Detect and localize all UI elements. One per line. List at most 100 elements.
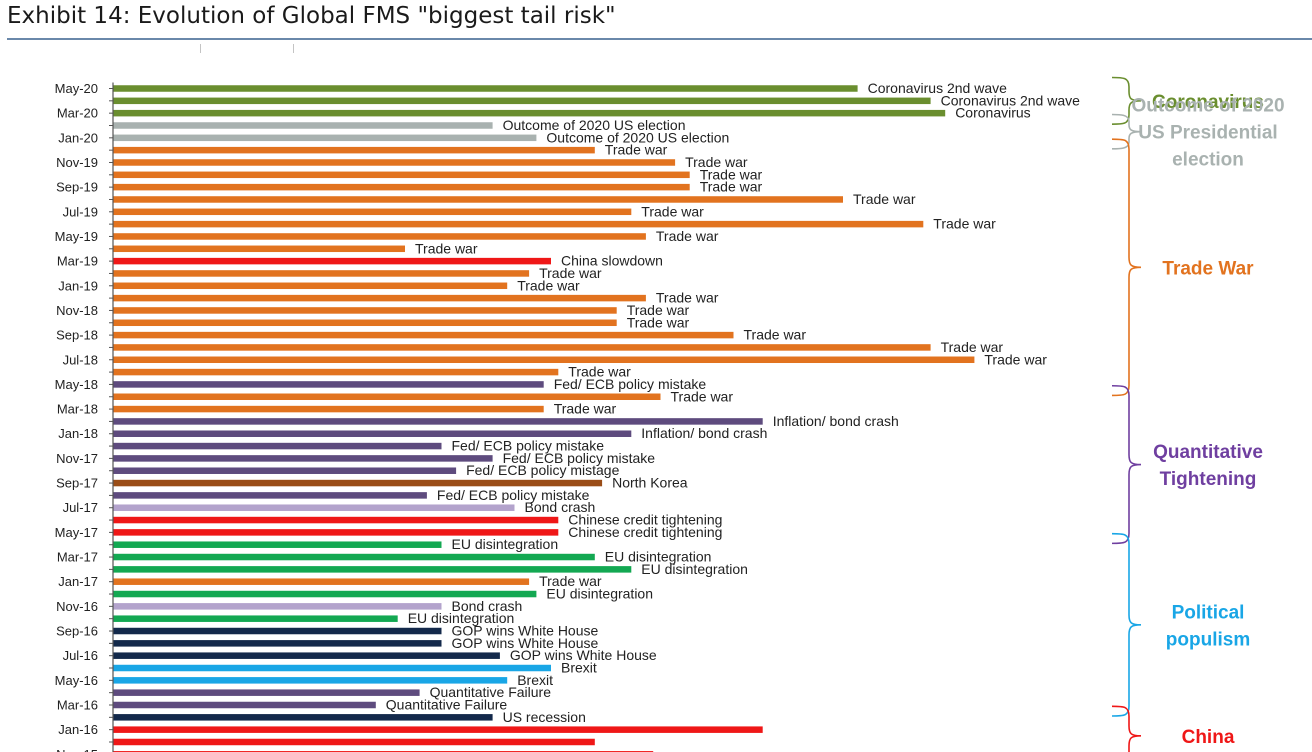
bar <box>113 590 537 598</box>
bar-label: US recession <box>503 709 586 725</box>
bar <box>113 356 975 364</box>
y-tick-label: Mar-19 <box>57 254 98 269</box>
bar <box>113 208 632 216</box>
legend-label: populism <box>1166 629 1250 650</box>
bar <box>113 603 442 610</box>
bar-label: Trade war <box>568 364 631 380</box>
y-tick-label: May-17 <box>55 525 98 540</box>
bar <box>113 652 500 659</box>
bar-label: Trade war <box>700 179 763 195</box>
bar <box>113 479 603 487</box>
bar-label: Trade war <box>744 327 807 343</box>
bar-label: Trade war <box>984 351 1047 367</box>
bar <box>113 183 690 191</box>
y-tick-label: May-20 <box>55 81 98 96</box>
legend-bracket <box>1111 76 1142 125</box>
bar-label: EU disintegration <box>452 536 559 552</box>
bar-label: Trade war <box>539 265 602 281</box>
bar-label: Trade war <box>415 240 478 256</box>
legend-label: Trade War <box>1162 258 1254 279</box>
bar-label: Inflation/ bond crash <box>773 413 899 429</box>
y-tick-label: Sep-17 <box>56 476 98 491</box>
bar <box>113 381 544 388</box>
bar <box>113 122 493 129</box>
y-tick-label: Nov-17 <box>56 451 98 466</box>
bar <box>113 307 617 314</box>
y-tick-label: Sep-18 <box>56 328 98 343</box>
y-tick-label: May-19 <box>55 229 98 244</box>
bar-label: Trade war <box>933 216 996 232</box>
bar <box>113 677 508 684</box>
bar-label: Fed/ ECB policy mistage <box>466 462 619 478</box>
bar <box>113 270 530 277</box>
bar-label: Trade war <box>671 388 734 404</box>
bar <box>113 726 763 733</box>
bar <box>113 109 946 117</box>
bar-label: Trade war <box>853 191 916 207</box>
bar-label: Bond crash <box>452 598 523 614</box>
bar <box>113 430 632 437</box>
y-tick-label: Nov-19 <box>56 155 98 170</box>
y-tick-label: Jan-17 <box>58 574 98 589</box>
legend-bracket <box>1111 532 1142 717</box>
bar-label: EU disintegration <box>605 549 712 565</box>
legend-label: Outcome of 2020 <box>1131 96 1284 117</box>
bar-label: GOP wins White House <box>452 623 599 639</box>
bar-label: Fed/ ECB policy mistake <box>437 487 590 503</box>
bar-label: Quantitative Failure <box>386 697 508 713</box>
bar-label: Trade war <box>700 166 763 182</box>
bar-label: Trade war <box>605 142 668 158</box>
bar-label: Coronavirus 2nd wave <box>868 80 1008 96</box>
bar-label: Fed/ ECB policy mistake <box>452 438 605 454</box>
y-tick-label: Jul-16 <box>63 648 98 663</box>
bar <box>113 220 924 228</box>
bar <box>113 455 493 462</box>
bar <box>113 282 508 290</box>
y-tick-label: Jan-19 <box>58 278 98 293</box>
bar-label: North Korea <box>612 475 688 491</box>
bar-label: Brexit <box>561 660 597 676</box>
bar <box>113 516 559 524</box>
y-tick-label: Jan-18 <box>58 426 98 441</box>
legend-bracket <box>1111 705 1142 752</box>
bar-label: Trade war <box>517 277 580 293</box>
y-tick-label: Nov-15 <box>56 747 98 752</box>
bar-label: EU disintegration <box>408 610 515 626</box>
y-tick-label: Mar-18 <box>57 402 98 417</box>
y-tick-label: Jan-16 <box>58 722 98 737</box>
y-tick-label: Nov-18 <box>56 303 98 318</box>
bar <box>113 664 551 672</box>
bar-label: Chinese credit tightening <box>568 524 722 540</box>
bar <box>113 541 442 548</box>
bar <box>113 492 427 499</box>
y-tick-label: Sep-16 <box>56 624 98 639</box>
y-tick-label: Mar-16 <box>57 698 98 713</box>
bar-label: Trade war <box>656 228 719 244</box>
y-tick-label: Jul-17 <box>63 500 98 515</box>
bar <box>113 146 595 154</box>
legend-label: Political <box>1172 602 1245 623</box>
bar <box>113 738 595 746</box>
y-tick-label: Jul-18 <box>63 352 98 367</box>
y-tick-label: Mar-17 <box>57 550 98 565</box>
legend-label: election <box>1172 150 1244 171</box>
bar-label: Outcome of 2020 US election <box>503 117 686 133</box>
bar <box>113 393 661 400</box>
bar <box>113 97 931 105</box>
y-axis: May-20 Mar-20 Jan-20 Nov-19 Sep-19 Jul-19 May-… <box>55 81 114 752</box>
bar-label: GOP wins White House <box>452 635 599 651</box>
bar <box>113 467 457 474</box>
bar-label: Outcome of 2020 US election <box>546 129 729 145</box>
y-tick-label: May-16 <box>55 673 98 688</box>
bar <box>113 257 551 265</box>
bar <box>113 134 537 142</box>
bar <box>113 553 595 561</box>
y-tick-label: Nov-16 <box>56 599 98 614</box>
bar-label: GOP wins White House <box>510 647 657 663</box>
bar <box>113 640 442 647</box>
bar-label: Trade war <box>656 290 719 306</box>
header-tick-mark <box>293 44 294 53</box>
bar-label: Trade war <box>539 573 602 589</box>
bar-label: Trade war <box>685 154 748 170</box>
